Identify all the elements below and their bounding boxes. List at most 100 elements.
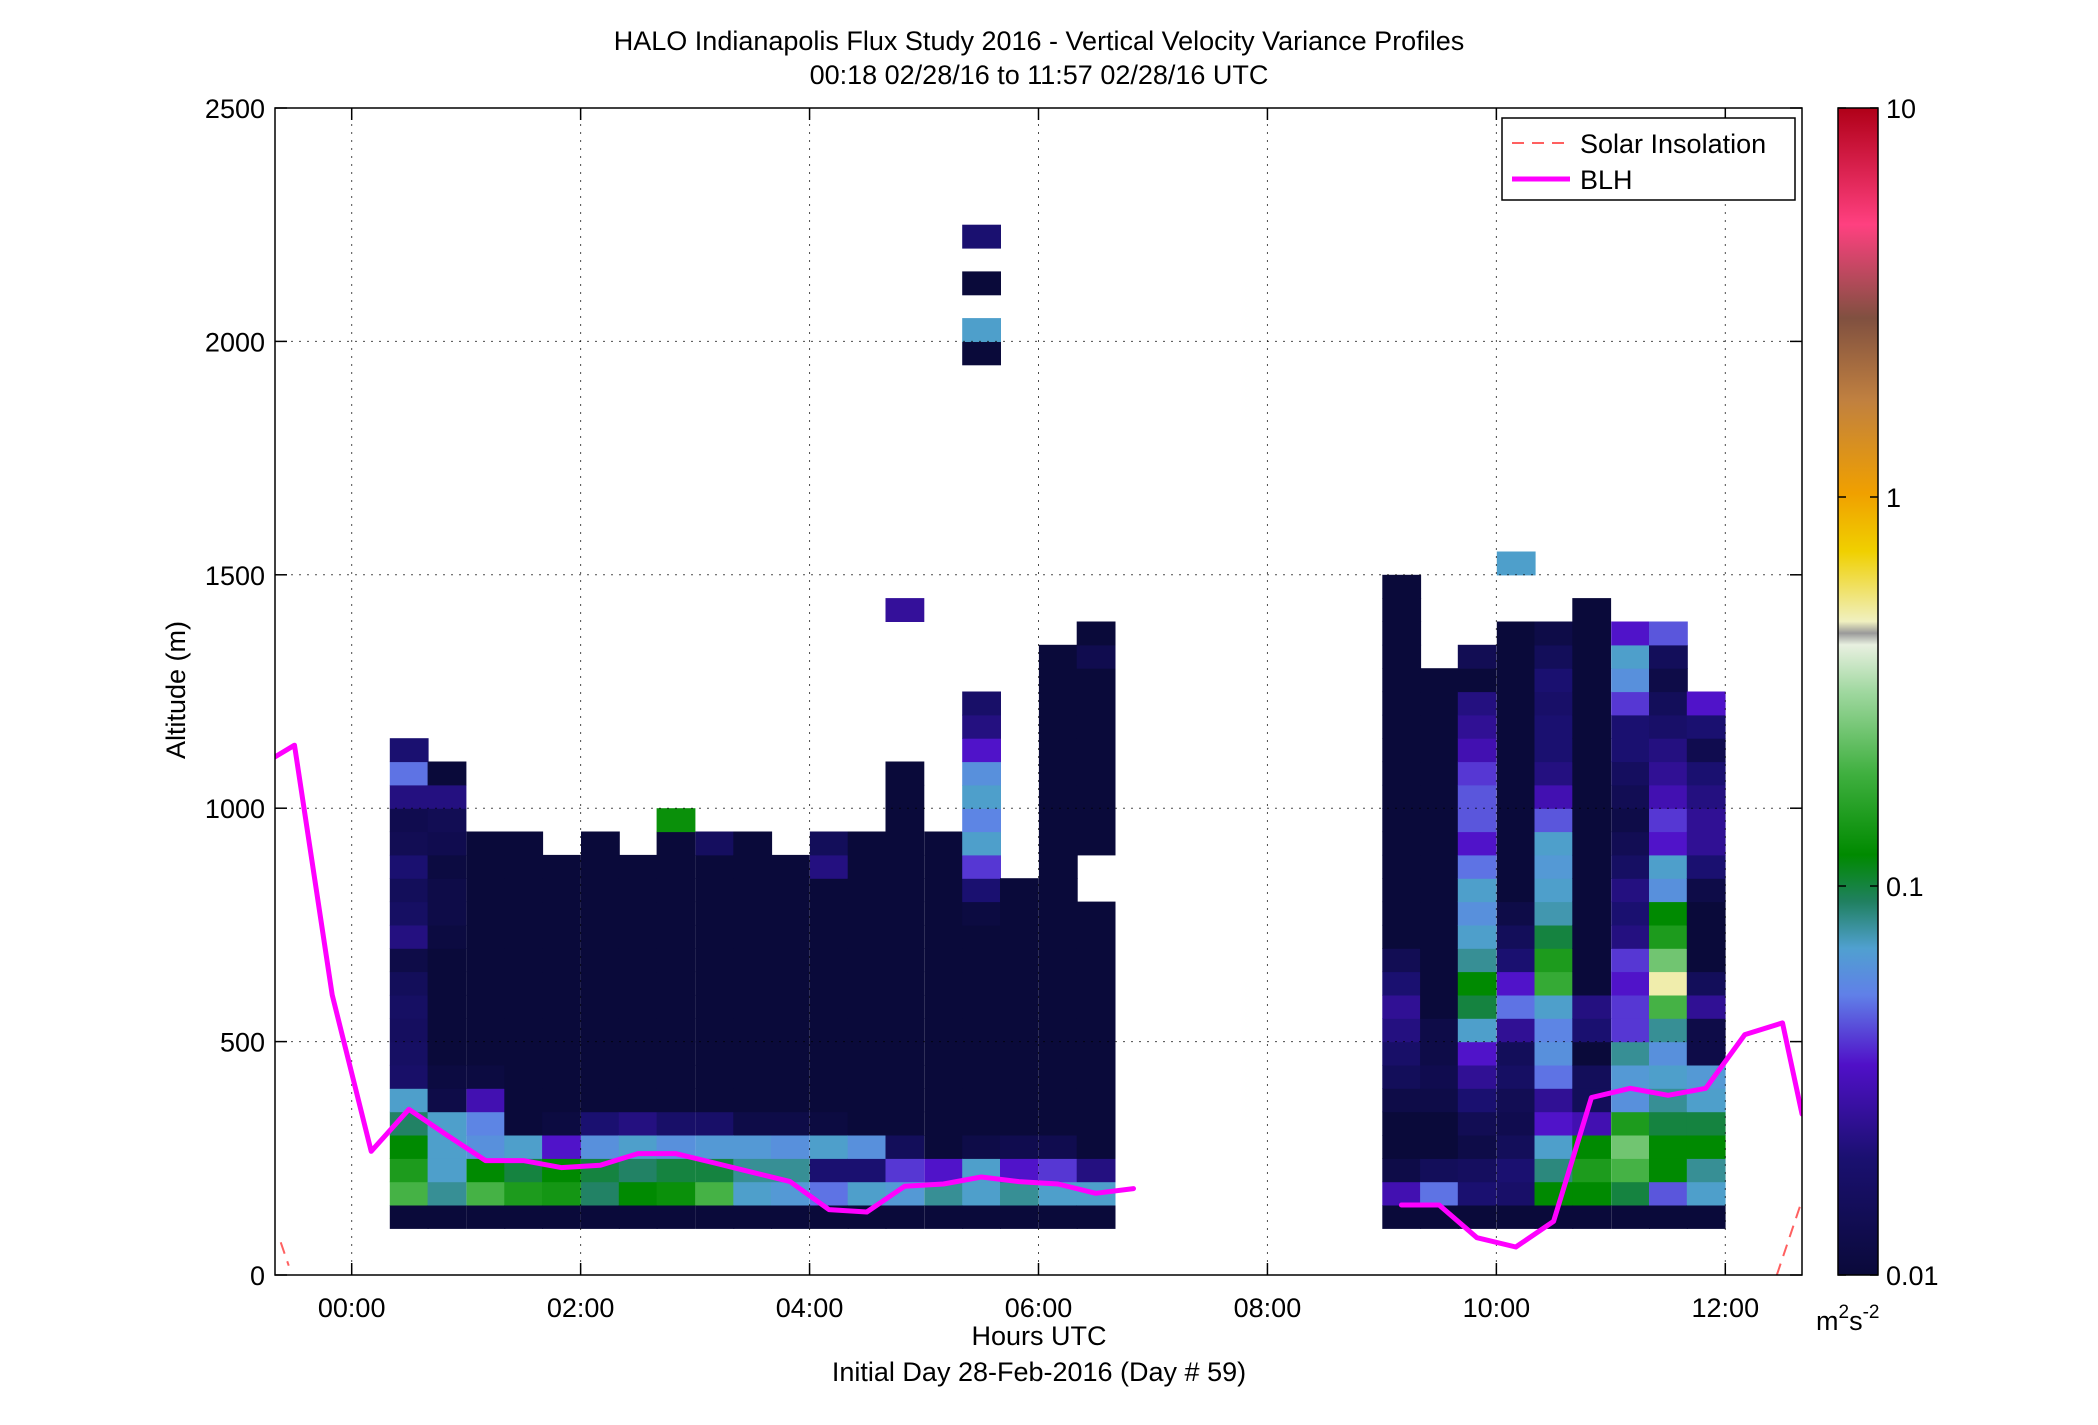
heatmap-cell <box>1572 854 1612 879</box>
heatmap-cell <box>1076 668 1116 693</box>
heatmap-cell <box>618 1111 658 1136</box>
heatmap-cell <box>695 1181 735 1206</box>
heatmap-cell <box>656 901 696 926</box>
heatmap-cell <box>771 1158 810 1183</box>
heatmap-cell <box>962 854 1001 879</box>
heatmap-cell <box>962 971 1001 996</box>
heatmap-cell <box>962 808 1001 833</box>
heatmap-cell <box>504 1088 544 1113</box>
heatmap-cell <box>1649 901 1688 926</box>
heatmap-cell <box>733 1181 773 1206</box>
heatmap-cell <box>427 808 467 833</box>
heatmap-cell <box>656 854 696 879</box>
heatmap-cell <box>581 1205 620 1229</box>
heatmap-cell <box>1457 831 1497 856</box>
heatmap-cell <box>581 1041 620 1066</box>
colorbar-gradient <box>1837 107 1879 1276</box>
heatmap-cell <box>1000 1041 1039 1066</box>
x-tick-label: 00:00 <box>318 1293 386 1323</box>
heatmap-cell <box>1496 1018 1536 1043</box>
heatmap-cell <box>1496 924 1536 949</box>
heatmap-cell <box>581 831 620 856</box>
heatmap-cell <box>1420 1041 1459 1066</box>
heatmap-cell <box>962 1135 1001 1159</box>
heatmap-cell <box>1572 878 1612 903</box>
heatmap-cell <box>504 924 544 949</box>
heatmap-cell <box>1611 971 1650 996</box>
heatmap-cell <box>1534 878 1574 903</box>
heatmap-cell <box>542 1111 581 1136</box>
x-tick-label: 04:00 <box>776 1293 844 1323</box>
heatmap-cell <box>1496 761 1536 786</box>
heatmap-cell <box>1038 738 1078 763</box>
heatmap-cell <box>542 1064 581 1089</box>
heatmap-cell <box>427 878 467 903</box>
heatmap-cell <box>1572 1205 1612 1229</box>
heatmap-cell <box>1534 1158 1574 1183</box>
heatmap-cell <box>1649 691 1688 716</box>
heatmap-cell <box>1457 948 1497 973</box>
heatmap-cell <box>389 1135 429 1159</box>
heatmap-cell <box>1611 994 1650 1019</box>
heatmap-cell <box>1572 808 1612 833</box>
heatmap-cell <box>1382 1181 1422 1206</box>
heatmap-cell <box>427 1158 467 1183</box>
heatmap-cell <box>1534 854 1574 879</box>
heatmap-cell <box>1534 668 1574 693</box>
heatmap-cell <box>1686 971 1726 996</box>
colorbar-units: m2s-2 <box>1816 1302 1879 1336</box>
heatmap-cell <box>1000 1205 1039 1229</box>
heatmap-cell <box>809 1135 849 1159</box>
heatmap-cell <box>504 1018 544 1043</box>
heatmap-cell <box>1420 924 1459 949</box>
heatmap-cell <box>1534 971 1574 996</box>
heatmap-cell <box>1382 714 1422 739</box>
heatmap-cell <box>695 878 735 903</box>
heatmap-cell <box>427 1088 467 1113</box>
heatmap-cell <box>924 971 964 996</box>
heatmap-cell <box>504 1111 544 1136</box>
heatmap-cell <box>695 1111 735 1136</box>
heatmap-cell <box>427 971 467 996</box>
heatmap-cell <box>885 901 925 926</box>
heatmap-cell <box>1382 574 1422 599</box>
heatmap-cell <box>1457 808 1497 833</box>
heatmap-cell <box>427 1041 467 1066</box>
x-axis-label-2: Initial Day 28-Feb-2016 (Day # 59) <box>832 1357 1246 1387</box>
heatmap-cell <box>809 1088 849 1113</box>
heatmap-cell <box>695 901 735 926</box>
heatmap-cell <box>581 1088 620 1113</box>
heatmap-cell <box>924 831 964 856</box>
heatmap-cell <box>427 784 467 809</box>
heatmap-cell <box>1649 878 1688 903</box>
heatmap-cell <box>924 994 964 1019</box>
heatmap-cell <box>885 994 925 1019</box>
heatmap-cell <box>1611 854 1650 879</box>
heatmap-cell <box>809 924 849 949</box>
heatmap-cell <box>1038 1088 1078 1113</box>
heatmap-cell <box>1000 1111 1039 1136</box>
heatmap-cell <box>1572 691 1612 716</box>
heatmap-cell <box>466 994 506 1019</box>
heatmap-cell <box>809 948 849 973</box>
heatmap-cell <box>1534 761 1574 786</box>
heatmap-cell <box>1420 761 1459 786</box>
heatmap-cell <box>1572 994 1612 1019</box>
heatmap-cell <box>1382 924 1422 949</box>
heatmap-cell <box>504 1064 544 1089</box>
heatmap-cell <box>1382 668 1422 693</box>
heatmap-cell <box>847 1064 887 1089</box>
heatmap-cell <box>656 1158 696 1183</box>
heatmap-cell <box>1496 1158 1536 1183</box>
heatmap-cell <box>656 1041 696 1066</box>
heatmap-cell <box>656 1088 696 1113</box>
heatmap-cell <box>809 854 849 879</box>
heatmap-cell <box>771 878 810 903</box>
heatmap-cell <box>1038 831 1078 856</box>
heatmap-cell <box>1496 668 1536 693</box>
heatmap-cell <box>809 1018 849 1043</box>
heatmap-cell <box>695 948 735 973</box>
heatmap-cell <box>847 831 887 856</box>
heatmap-cell <box>1496 1064 1536 1089</box>
heatmap-cell <box>771 971 810 996</box>
